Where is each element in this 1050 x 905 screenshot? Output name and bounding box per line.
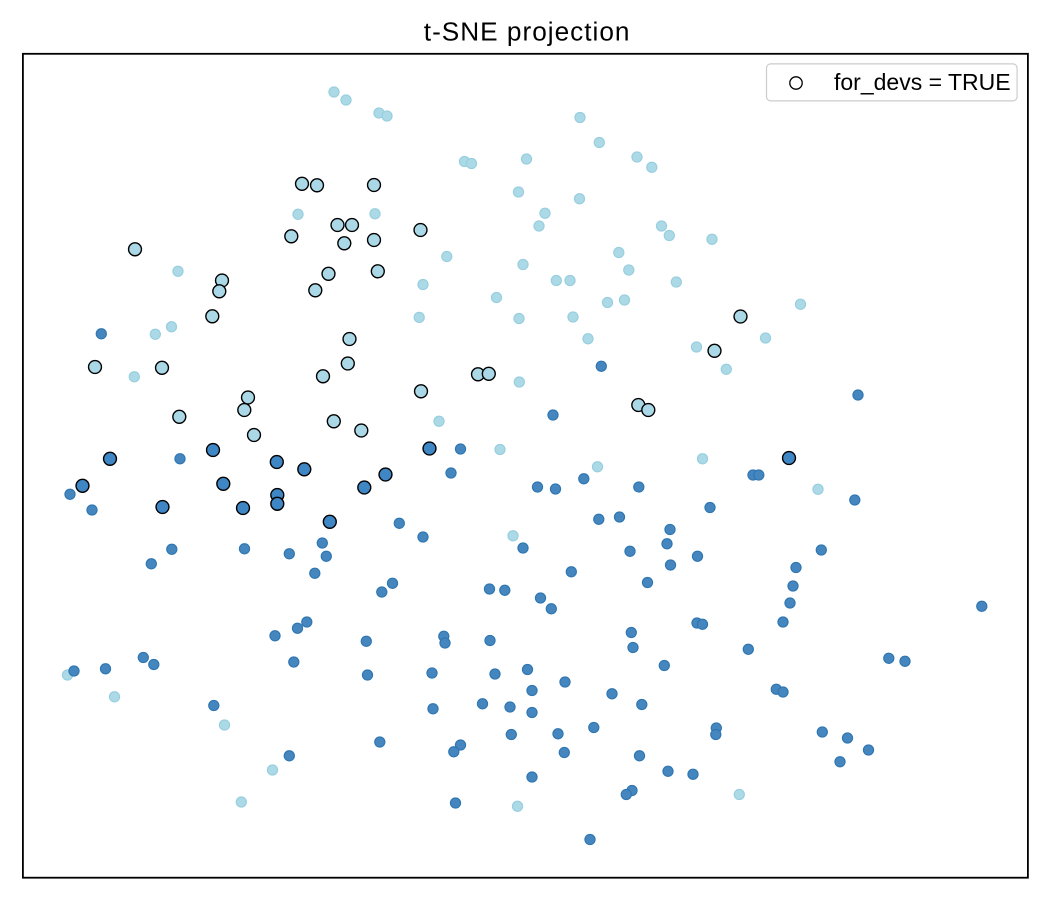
svg-text:t-SNE projection: t-SNE projection <box>424 17 631 47</box>
svg-text:for_devs = TRUE: for_devs = TRUE <box>834 69 1011 95</box>
